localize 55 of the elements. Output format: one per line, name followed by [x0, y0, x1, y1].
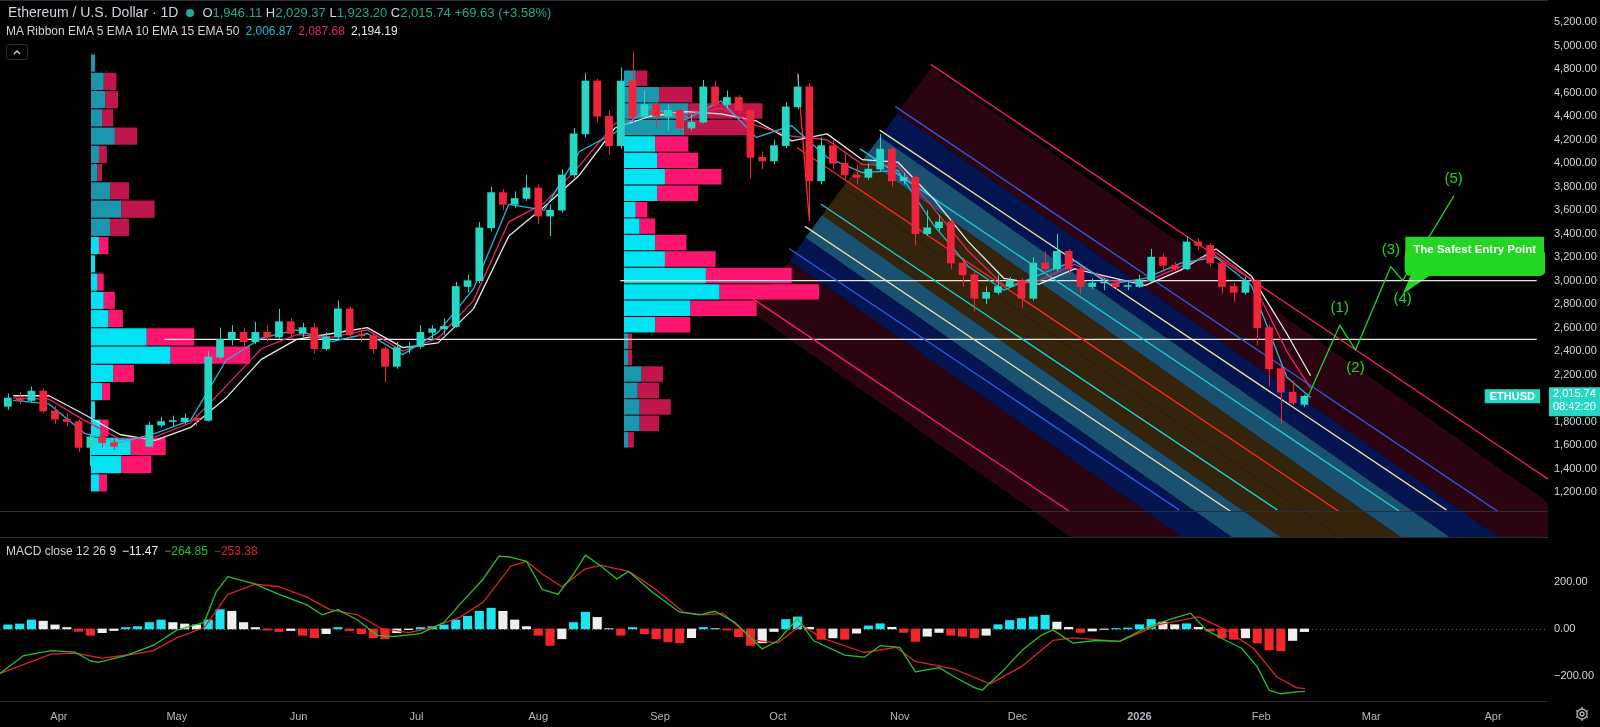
x-tick-label: Jun: [289, 709, 308, 722]
text: 2,006.87: [245, 24, 293, 38]
y-tick-label: 4,400.00: [1554, 109, 1597, 122]
y-tick-label: 2,400.00: [1554, 344, 1597, 357]
y-tick-label: 5,200.00: [1554, 15, 1597, 28]
text: 2,015.74: [1553, 387, 1596, 400]
annotation: ETHUSD: [1489, 389, 1536, 402]
y-tick-label: 2,200.00: [1554, 367, 1597, 380]
y-tick-label: 3,600.00: [1554, 203, 1597, 216]
x-tick-label: Jul: [409, 709, 424, 722]
x-tick-label: Nov: [889, 709, 911, 722]
y-tick-label: 1,400.00: [1554, 461, 1597, 474]
y-tick-label: 200.00: [1554, 574, 1588, 587]
y-tick-label: 4,600.00: [1554, 85, 1597, 98]
annotation: (2): [1346, 358, 1365, 376]
x-tick-label: Aug: [528, 709, 549, 722]
chart-title: Ethereum / U.S. Dollar · 1D: [8, 4, 179, 21]
legend-title: MACD close 12 26 9: [6, 544, 117, 558]
y-tick-label: 3,000.00: [1554, 273, 1597, 286]
text: 08:42:20: [1553, 400, 1596, 413]
chart-subtitle: O1,946.11 H2,029.37 L1,923.20 C2,015.74 +69.63 (+3.58%): [202, 5, 552, 20]
text: −264.85: [164, 544, 208, 558]
annotation: (3): [1381, 239, 1401, 257]
y-tick-label: 4,000.00: [1554, 156, 1597, 169]
y-tick-label: 5,000.00: [1554, 38, 1597, 51]
text: −11.47: [122, 544, 159, 558]
legend-title: MA Ribbon EMA 5 EMA 10 EMA 15 EMA 50: [6, 24, 240, 38]
text: 2,087.68: [298, 24, 345, 38]
x-tick-label: Apr: [1484, 709, 1502, 722]
x-tick-label: Apr: [50, 709, 68, 722]
y-tick-label: 3,800.00: [1554, 179, 1597, 192]
y-tick-label: 2,600.00: [1554, 320, 1597, 333]
x-tick-label: Mar: [1361, 709, 1381, 722]
annotation: The Safest Entry Point: [1413, 242, 1537, 255]
text: 2,194.19: [350, 24, 398, 38]
x-tick-label: 2026: [1127, 709, 1152, 722]
y-tick-label: −200.00: [1554, 669, 1595, 682]
x-tick-label: Dec: [1007, 709, 1028, 722]
annotation: (4): [1393, 288, 1412, 306]
y-tick-label: 0.00: [1554, 621, 1576, 634]
y-tick-label: 1,800.00: [1554, 414, 1597, 427]
y-tick-label: 4,200.00: [1554, 132, 1597, 145]
text: −253.38: [213, 544, 258, 558]
annotation: (1): [1330, 298, 1349, 316]
x-tick-label: Feb: [1251, 709, 1271, 722]
y-tick-label: 1,600.00: [1554, 438, 1597, 451]
x-tick-label: May: [166, 709, 188, 722]
x-tick-label: Sep: [650, 709, 670, 722]
y-tick-label: 1,200.00: [1554, 485, 1597, 498]
x-tick-label: Oct: [769, 709, 787, 722]
y-tick-label: 2,800.00: [1554, 297, 1597, 310]
y-tick-label: 4,800.00: [1554, 62, 1597, 75]
y-tick-label: 3,200.00: [1554, 250, 1597, 263]
y-tick-label: 3,400.00: [1554, 226, 1597, 239]
annotation: (5): [1444, 169, 1463, 187]
